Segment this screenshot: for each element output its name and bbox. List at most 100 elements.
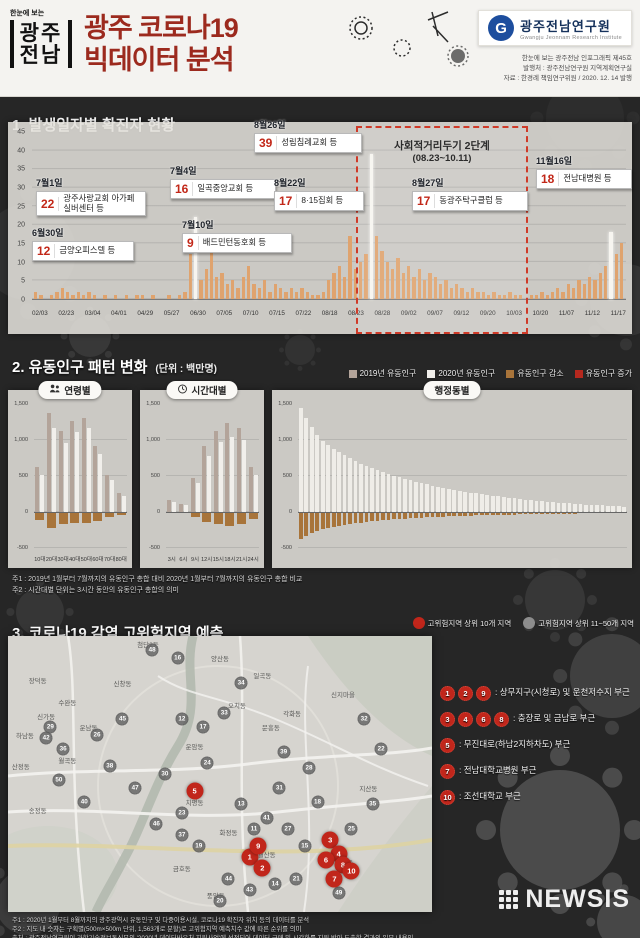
x-tick-label: 09/02: [400, 310, 417, 317]
bar-2019: [70, 421, 75, 512]
bar-group: [495, 404, 501, 548]
bar-2020: [309, 427, 314, 512]
bar-group: 10대: [34, 404, 46, 563]
daily-case-bar: [332, 273, 336, 299]
bar-2020: [304, 417, 309, 512]
y-tick-label: 500: [150, 473, 160, 479]
daily-case-bar: [71, 295, 75, 299]
bar-decrease: [190, 512, 200, 518]
annotation-label: 금양오피스텔 등: [59, 245, 116, 256]
daily-case-bar: [412, 276, 416, 299]
daily-case-bar: [188, 254, 192, 299]
x-tick-label: 04/29: [137, 310, 154, 317]
bar-group: [441, 404, 446, 548]
risk-marker-rank-11-50: 17: [196, 720, 210, 734]
risk-marker-rank-11-50: 36: [56, 742, 70, 756]
bar-group: [386, 404, 391, 548]
bar-2020: [578, 504, 583, 512]
meta-series: 한눈에 보는 광주전남 인포그래픽 제45호: [521, 55, 632, 62]
bar-2020: [529, 500, 533, 512]
bar-group: 6시: [178, 404, 190, 563]
daily-case-bar: [348, 235, 352, 299]
risk-marker-rank-11-50: 23: [175, 806, 189, 820]
x-tick-label: 06/30: [190, 310, 206, 317]
bar-group: 24시: [247, 404, 259, 563]
ranking-label: : 충장로 및 금남로 부근: [513, 713, 596, 723]
bar-group: [419, 404, 424, 548]
bar-2020: [40, 475, 45, 512]
risk-marker-rank-11-50: 18: [311, 795, 325, 809]
risk-marker-rank-11-50: 43: [243, 883, 257, 897]
annotation-date: 8월26일: [254, 120, 286, 130]
bar-2020: [523, 499, 528, 512]
daily-case-bar: [193, 217, 198, 299]
y-tick-label: 1,500: [278, 401, 292, 407]
daily-case-bar: [231, 280, 235, 299]
daily-case-bar: [492, 291, 496, 299]
daily-case-bar: [465, 291, 469, 299]
annotation-count: 18: [541, 172, 560, 186]
risk-marker-rank-11-50: 25: [344, 822, 358, 836]
daily-case-bar: [113, 295, 118, 299]
y-tick-label: 1,000: [14, 437, 28, 443]
risk-prediction-map: 첨단2동양산동일곡동신창동장덕동수완동오치동각화동신지마을운남동신가동하남동산정…: [8, 636, 432, 912]
bar-2019: [190, 478, 195, 512]
chart-plot: [298, 404, 627, 548]
ranking-label: : 상무지구(시청로) 및 운천저수지 부근: [495, 687, 630, 697]
bar-group: 18시: [224, 404, 236, 563]
daily-case-bar: [460, 287, 464, 299]
x-tick-label: 07/10: [242, 310, 259, 317]
bar-group: 20대: [46, 404, 58, 563]
bar-2020: [501, 497, 506, 512]
y-tick-label: 1,500: [14, 401, 28, 407]
daily-case-bar: [406, 265, 411, 299]
bar-2020: [474, 493, 479, 512]
bar-2019: [58, 431, 63, 512]
daily-case-bar: [364, 254, 368, 299]
time-chart-pill: 시간대별: [166, 381, 238, 399]
bar-2020: [348, 458, 352, 512]
daily-case-bar: [247, 265, 251, 299]
bar-group: [369, 404, 374, 548]
y-tick-label: 15: [17, 240, 25, 248]
bar-decrease: [337, 512, 341, 526]
annotation-label: 동광주탁구클럽 등: [439, 195, 503, 206]
bar-2020: [452, 489, 457, 512]
ranking-item: 10: 조선대학교 부근: [440, 790, 636, 805]
daily-case-bar: [353, 269, 358, 299]
bar-decrease: [419, 512, 424, 518]
bar-2020: [414, 481, 418, 512]
risk-marker-rank-11-50: 13: [234, 797, 248, 811]
daily-case-bar: [518, 295, 523, 299]
section2-note2: 주2 : 시간대별 단위는 3시간 동안의 유동인구 총합의 의미: [12, 587, 179, 594]
publication-meta: 한눈에 보는 광주전남 인포그래픽 제45호 발행처 : 광주전남연구원 지역계…: [504, 54, 632, 84]
bar-2019: [35, 467, 40, 512]
bar-2020: [600, 505, 605, 512]
daily-case-bar: [177, 295, 182, 299]
daily-case-bar: [92, 295, 96, 299]
daily-case-bar: [55, 291, 59, 299]
bar-group: 60대: [92, 404, 104, 563]
daily-case-bar: [300, 287, 304, 299]
daily-case-bar: [486, 295, 491, 299]
x-tick-label: 07/15: [269, 310, 285, 317]
x-tick-label: 04/01: [111, 310, 127, 317]
age-chart-panel: 연령별 10대 20대 30대 40대 50대 60대 70대 80대 1,500 1,000 50…: [8, 381, 132, 568]
y-tick-label: 45: [17, 128, 25, 136]
bar-2020: [606, 505, 610, 512]
bar-group: [331, 404, 336, 548]
bar-decrease: [485, 512, 490, 516]
annotation-label: 일곡중앙교회 등: [197, 183, 254, 194]
risk-marker-rank-11-50: 15: [298, 839, 312, 853]
daily-case-bar: [513, 295, 517, 299]
bar-decrease: [348, 512, 352, 524]
bar-decrease: [452, 512, 457, 517]
daily-case-bar: [49, 295, 54, 299]
y-tick-label: 35: [17, 165, 25, 173]
chart-plot: 10대 20대 30대 40대 50대 60대 70대 80대: [34, 404, 127, 563]
category-label: 30대: [57, 557, 69, 563]
category-label: 15시: [212, 557, 224, 563]
category-label: 10대: [34, 557, 46, 563]
risk-marker-rank-11-50: 46: [149, 817, 163, 831]
daily-case-bar: [279, 287, 283, 299]
